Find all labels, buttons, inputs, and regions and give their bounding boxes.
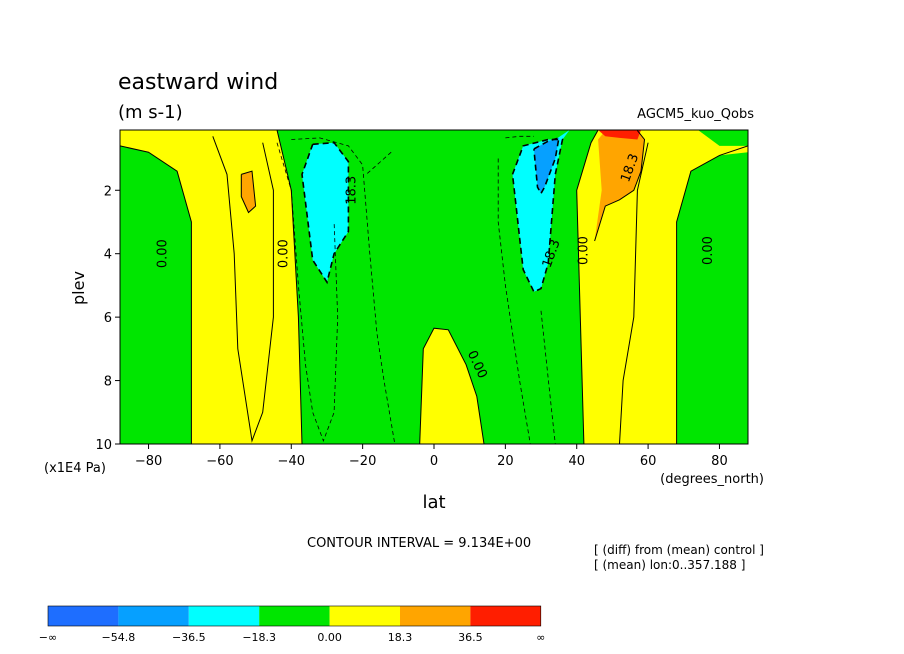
x-tick-label: −60 xyxy=(206,454,233,469)
yellow-region-1 xyxy=(419,328,484,444)
orange-region-1 xyxy=(594,130,645,241)
x-axis-ticks: −80 −60 −40 −20 0 20 40 60 80 xyxy=(135,444,728,469)
solid-contour-3 xyxy=(576,130,599,444)
solid-contour-4 xyxy=(676,145,748,444)
x-tick-label: −40 xyxy=(278,454,305,469)
dashed-thin-contour-0 xyxy=(291,137,396,444)
x-axis-label: lat xyxy=(422,492,445,513)
colorbar-swatch xyxy=(400,606,471,626)
dashed-thin-contour-4 xyxy=(505,135,534,139)
contour-interval-text: CONTOUR INTERVAL = 9.134E+00 xyxy=(307,536,531,551)
colorbar-swatch xyxy=(188,606,260,626)
yellow-region-2 xyxy=(576,130,748,444)
x-tick-label: −80 xyxy=(135,454,162,469)
colorbar-frame xyxy=(47,605,542,627)
contour-label: 0.00 xyxy=(277,239,292,268)
solid-contour-8 xyxy=(619,142,649,444)
solid-contour-5 xyxy=(240,170,257,214)
solid-contour-7 xyxy=(212,136,274,443)
cyan-region-1 xyxy=(512,139,563,292)
y-axis-label: plev xyxy=(69,271,88,305)
contour-lines xyxy=(120,130,748,444)
x-tick-label: 60 xyxy=(640,454,657,469)
chart-units: (m s-1) xyxy=(118,102,183,123)
colorbar-level-label: −18.3 xyxy=(242,631,276,644)
orange-region-0 xyxy=(241,171,256,213)
y-tick-label: 8 xyxy=(104,375,112,390)
colorbar-level-label: −54.8 xyxy=(102,631,136,644)
colorbar-level-label: ∞ xyxy=(536,631,545,644)
y-tick-label: 4 xyxy=(104,248,112,263)
note-diff: [ (diff) from (mean) control ] xyxy=(594,543,764,557)
solid-contour-1 xyxy=(276,130,303,444)
contour-label: 18.3 xyxy=(344,176,359,205)
x-tick-label: 40 xyxy=(568,454,585,469)
dashed-bold-contour-0 xyxy=(301,141,350,285)
cyan-region-2 xyxy=(555,130,570,140)
chart-title: eastward wind xyxy=(118,70,278,95)
y-tick-label: 10 xyxy=(95,438,112,453)
y-axis-ticks: 2 4 6 8 10 xyxy=(95,184,120,453)
mediumblue-region-0 xyxy=(533,137,559,194)
solid-contour-2 xyxy=(419,327,485,444)
colorbar-swatch xyxy=(48,606,119,626)
filled-regions xyxy=(120,130,748,444)
colorbar-swatch xyxy=(118,606,189,626)
dashed-thin-contour-3 xyxy=(497,158,531,444)
colorbar-swatch xyxy=(470,606,541,626)
x-tick-label: 20 xyxy=(497,454,514,469)
y-tick-label: 6 xyxy=(104,311,112,326)
dashed-thin-contour-2 xyxy=(365,151,392,175)
colorbar: −∞ −54.8 −36.5 −18.3 0.00 18.3 36.5 ∞ xyxy=(39,605,545,644)
note-mean: [ (mean) lon:0..357.188 ] xyxy=(594,558,745,572)
dashed-bold-contour-2 xyxy=(533,136,560,196)
yellow-region-0 xyxy=(120,130,302,444)
x-tick-label: 80 xyxy=(711,454,728,469)
colorbar-swatch xyxy=(259,606,330,626)
colorbar-level-label: 18.3 xyxy=(388,631,413,644)
dataset-label: AGCM5_kuo_Qobs xyxy=(637,107,754,122)
x-axis-units: (degrees_north) xyxy=(660,472,764,487)
cyan-region-0 xyxy=(302,142,349,283)
colorbar-level-label: −∞ xyxy=(39,631,57,644)
contour-label: 0.00 xyxy=(155,239,170,268)
x-tick-label: 0 xyxy=(430,454,438,469)
solid-contour-0 xyxy=(120,145,192,444)
colorbar-level-label: −36.5 xyxy=(172,631,206,644)
y-tick-label: 2 xyxy=(104,184,112,199)
colorbar-level-label: 0.00 xyxy=(317,631,342,644)
colorbar-swatch xyxy=(329,606,400,626)
y-axis-units: (x1E4 Pa) xyxy=(44,461,106,476)
contour-label: 0.00 xyxy=(576,236,591,265)
solid-contour-6 xyxy=(594,130,646,242)
colorbar-level-label: 36.5 xyxy=(458,631,483,644)
dashed-bold-contour-1 xyxy=(511,138,564,293)
x-tick-label: −20 xyxy=(349,454,376,469)
contour-label: 0.00 xyxy=(701,236,716,265)
red-region-0 xyxy=(598,130,641,140)
